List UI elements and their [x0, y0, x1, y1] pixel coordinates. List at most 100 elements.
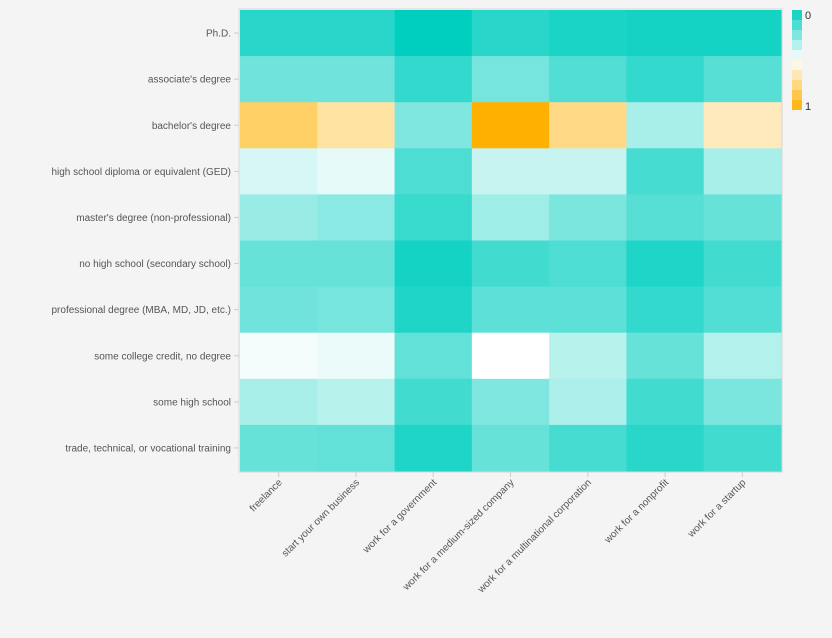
- heatmap-cell[interactable]: [703, 332, 782, 380]
- heatmap-cell[interactable]: [549, 424, 627, 472]
- y-tick-label: Ph.D.: [206, 29, 231, 40]
- heatmap-cell[interactable]: [549, 10, 627, 57]
- heatmap-cell[interactable]: [626, 10, 705, 57]
- heatmap-cell[interactable]: [240, 332, 318, 380]
- heatmap-cell[interactable]: [703, 194, 782, 241]
- legend-swatch: [792, 100, 802, 110]
- x-tick-label: freelance: [248, 477, 285, 514]
- heatmap-cell[interactable]: [240, 240, 318, 288]
- legend-swatch: [792, 70, 802, 80]
- heatmap-cell[interactable]: [549, 332, 627, 380]
- heatmap-cell[interactable]: [626, 240, 705, 288]
- legend-max-label: 1: [805, 101, 811, 113]
- heatmap-cell[interactable]: [471, 240, 550, 288]
- y-tick-label: professional degree (MBA, MD, JD, etc.): [51, 305, 231, 316]
- heatmap-cell[interactable]: [471, 10, 550, 57]
- heatmap-cell[interactable]: [394, 332, 473, 380]
- heatmap-cell[interactable]: [394, 10, 473, 57]
- heatmap-cell[interactable]: [240, 194, 318, 241]
- heatmap-cell[interactable]: [626, 194, 705, 241]
- y-tick-label: trade, technical, or vocational training: [65, 443, 231, 454]
- color-legend: 01: [792, 10, 811, 113]
- legend-swatch: [792, 50, 802, 60]
- heatmap-cell[interactable]: [549, 148, 627, 195]
- heatmap-cell[interactable]: [549, 56, 627, 103]
- heatmap-cell[interactable]: [394, 102, 473, 149]
- heatmap-cell[interactable]: [317, 378, 396, 426]
- heatmap-cells: [240, 10, 782, 472]
- heatmap-cell[interactable]: [471, 286, 550, 334]
- heatmap-cell[interactable]: [471, 332, 550, 380]
- legend-swatch: [792, 80, 802, 90]
- heatmap-cell[interactable]: [626, 424, 705, 472]
- heatmap-cell[interactable]: [317, 424, 396, 472]
- plot-border: [238, 8, 783, 473]
- heatmap-cell[interactable]: [626, 286, 705, 334]
- heatmap-cell[interactable]: [394, 148, 473, 195]
- heatmap-cell[interactable]: [317, 10, 396, 57]
- heatmap-cell[interactable]: [317, 102, 396, 149]
- heatmap-cell[interactable]: [626, 148, 705, 195]
- heatmap-cell[interactable]: [240, 148, 318, 195]
- y-tick-label: bachelor's degree: [152, 121, 232, 132]
- y-tick-label: some college credit, no degree: [94, 351, 231, 362]
- heatmap-cell[interactable]: [394, 424, 473, 472]
- heatmap-cell[interactable]: [471, 194, 550, 241]
- heatmap-cell[interactable]: [549, 194, 627, 241]
- heatmap-cell[interactable]: [549, 240, 627, 288]
- heatmap-cell[interactable]: [240, 424, 318, 472]
- heatmap-cell[interactable]: [471, 102, 550, 149]
- heatmap-cell[interactable]: [317, 194, 396, 241]
- heatmap-cell[interactable]: [394, 194, 473, 241]
- heatmap-cell[interactable]: [317, 286, 396, 334]
- heatmap-cell[interactable]: [703, 148, 782, 195]
- heatmap-cell[interactable]: [703, 102, 782, 149]
- heatmap-cell[interactable]: [626, 56, 705, 103]
- heatmap-cell[interactable]: [317, 332, 396, 380]
- y-tick-label: some high school: [153, 397, 231, 408]
- heatmap-cell[interactable]: [703, 286, 782, 334]
- heatmap-cell[interactable]: [549, 102, 627, 149]
- heatmap-cell[interactable]: [626, 332, 705, 380]
- heatmap-cell[interactable]: [240, 10, 318, 57]
- legend-swatch: [792, 10, 802, 20]
- heatmap-cell[interactable]: [317, 240, 396, 288]
- heatmap-cell[interactable]: [394, 240, 473, 288]
- heatmap-cell[interactable]: [240, 286, 318, 334]
- y-tick-label: no high school (secondary school): [79, 259, 231, 270]
- heatmap-cell[interactable]: [703, 240, 782, 288]
- heatmap-cell[interactable]: [394, 56, 473, 103]
- legend-swatch: [792, 30, 802, 40]
- heatmap-cell[interactable]: [626, 102, 705, 149]
- heatmap-cell[interactable]: [703, 378, 782, 426]
- heatmap-cell[interactable]: [549, 378, 627, 426]
- heatmap-cell[interactable]: [703, 424, 782, 472]
- heatmap-cell[interactable]: [626, 378, 705, 426]
- y-axis: Ph.D. associate's degree bachelor's degree…: [51, 29, 239, 454]
- x-tick-label: work for a startup: [685, 477, 748, 540]
- x-tick-label: work for a nonprofit: [602, 477, 671, 546]
- heatmap-cell[interactable]: [317, 148, 396, 195]
- y-tick-label: high school diploma or equivalent (GED): [51, 167, 231, 178]
- heatmap-cell[interactable]: [240, 56, 318, 103]
- y-tick-label: master's degree (non-professional): [76, 213, 231, 224]
- legend-swatch: [792, 60, 802, 70]
- heatmap-cell[interactable]: [317, 56, 396, 103]
- heatmap-cell[interactable]: [549, 286, 627, 334]
- legend-swatch: [792, 40, 802, 50]
- heatmap-cell[interactable]: [471, 378, 550, 426]
- heatmap-cell[interactable]: [703, 10, 782, 57]
- legend-swatch: [792, 90, 802, 100]
- heatmap-cell[interactable]: [703, 56, 782, 103]
- legend-swatch: [792, 20, 802, 30]
- heatmap-cell[interactable]: [471, 56, 550, 103]
- heatmap-cell[interactable]: [394, 378, 473, 426]
- heatmap-cell[interactable]: [240, 378, 318, 426]
- x-tick-label: start your own business: [280, 477, 362, 559]
- heatmap-cell[interactable]: [471, 424, 550, 472]
- heatmap-cell[interactable]: [471, 148, 550, 195]
- heatmap-cell[interactable]: [240, 102, 318, 149]
- heatmap-cell[interactable]: [394, 286, 473, 334]
